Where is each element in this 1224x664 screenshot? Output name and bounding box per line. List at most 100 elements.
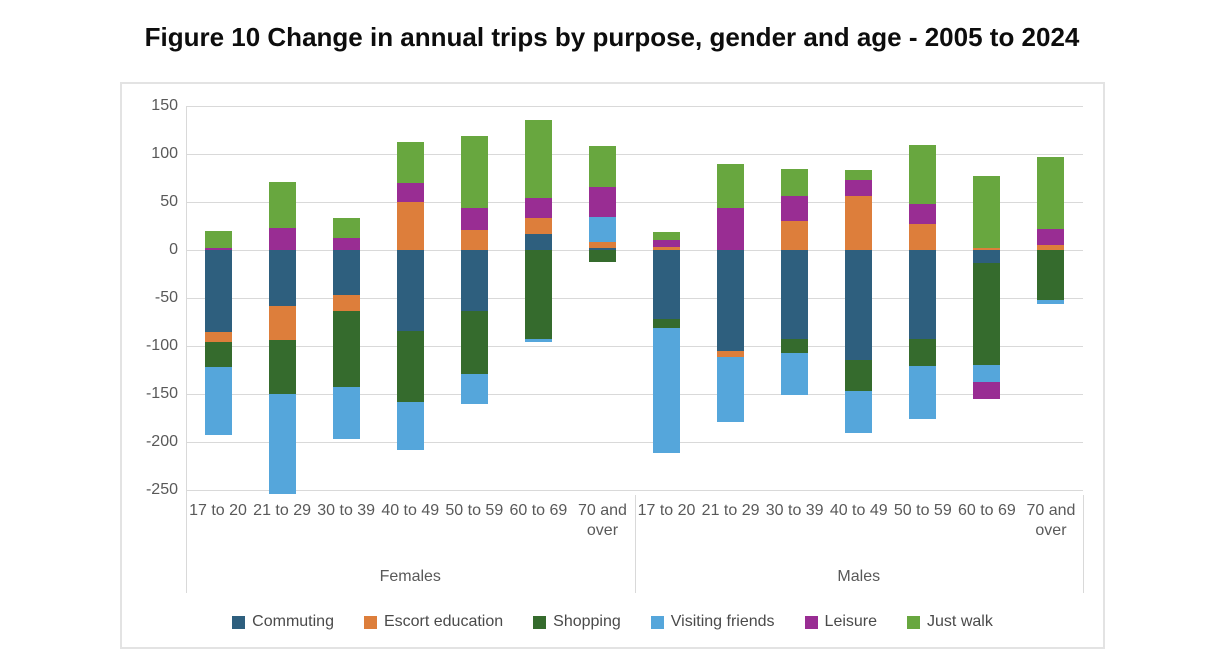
bar-segment: [204, 342, 232, 368]
chart-title: Figure 10 Change in annual trips by purp…: [144, 22, 1080, 52]
gridline: [186, 345, 1083, 347]
bar-segment: [717, 207, 745, 250]
bar-segment: [524, 218, 552, 234]
y-axis-tick-label: -150: [145, 385, 178, 402]
bar-segment: [204, 230, 232, 249]
gridline: [186, 393, 1083, 395]
category-label: 40 to 49: [381, 502, 440, 519]
category-label: 70 and over: [1026, 502, 1076, 539]
bar-segment: [268, 394, 296, 494]
y-axis-tick-label: 150: [151, 97, 178, 114]
legend-swatch-leisure: [804, 615, 818, 629]
bar-segment: [204, 331, 232, 343]
bar-segment: [973, 176, 1001, 249]
group-label: Males: [837, 568, 881, 585]
bar-segment: [1037, 250, 1065, 300]
group-separator: [1083, 495, 1084, 593]
y-axis-tick-label: 100: [151, 145, 178, 162]
bar-segment: [909, 203, 937, 225]
legend-item: Shopping: [533, 613, 621, 631]
legend-item: Commuting: [232, 613, 334, 631]
bar-segment: [396, 250, 424, 331]
category-label: 40 to 49: [829, 502, 888, 519]
bar-segment: [781, 196, 809, 222]
bar-segment: [396, 142, 424, 183]
bar-segment: [460, 311, 488, 374]
bar-segment: [781, 352, 809, 395]
bar-segment: [909, 339, 937, 367]
bar-segment: [204, 248, 232, 250]
gridline: [186, 105, 1083, 107]
bar-segment: [268, 250, 296, 306]
bar-segment: [909, 145, 937, 204]
bar-segment: [1037, 156, 1065, 229]
bar-segment: [845, 391, 873, 434]
bar-segment: [588, 186, 616, 218]
bar-segment: [332, 218, 360, 238]
legend-item: Escort education: [363, 613, 503, 631]
bar-segment: [717, 350, 745, 357]
bar-segment: [396, 401, 424, 450]
bar-segment: [588, 250, 616, 262]
bar-segment: [845, 170, 873, 180]
bar-segment: [653, 240, 681, 248]
bar-segment: [332, 387, 360, 440]
legend-label: Commuting: [252, 613, 334, 630]
legend-swatch-commuting: [232, 615, 246, 629]
bar-segment: [204, 250, 232, 332]
y-axis-line: [186, 106, 187, 593]
plot-area: 150 100 50 0 -50 -100 -150 -200 -250 17 to 20 21 t…: [122, 84, 1103, 647]
gridline: [186, 249, 1083, 251]
y-axis-tick-label: -200: [145, 433, 178, 450]
bar-segment: [973, 263, 1001, 366]
legend-label: Shopping: [553, 613, 621, 630]
bar-segment: [268, 181, 296, 228]
category-label: 50 to 59: [893, 502, 952, 519]
legend-item: Leisure: [804, 613, 877, 631]
gridline: [186, 201, 1083, 203]
bar-segment: [653, 231, 681, 241]
bar-segment: [524, 120, 552, 199]
bar-segment: [717, 250, 745, 351]
bar-segment: [973, 248, 1001, 250]
bar-segment: [396, 182, 424, 202]
bar-segment: [1037, 299, 1065, 304]
bar-segment: [653, 327, 681, 453]
bar-segment: [460, 250, 488, 312]
y-axis-tick-label: -50: [154, 289, 178, 306]
gridline: [186, 153, 1083, 155]
legend-swatch-visiting-friends: [650, 615, 664, 629]
bar-segment: [653, 319, 681, 328]
bar-segment: [717, 163, 745, 208]
bar-segment: [973, 382, 1001, 399]
bar-segment: [1037, 245, 1065, 250]
legend: Commuting Escort education Shopping Visitin…: [122, 613, 1103, 631]
bar-segment: [973, 250, 1001, 264]
bar-segment: [653, 247, 681, 250]
bar-segment: [909, 250, 937, 340]
bar-segment: [909, 224, 937, 250]
bar-segment: [332, 237, 360, 250]
bar-segment: [268, 340, 296, 394]
bar-segment: [524, 198, 552, 219]
bar-segment: [588, 217, 616, 243]
bar-segment: [845, 179, 873, 197]
category-label: 30 to 39: [765, 502, 824, 519]
gridline: [186, 297, 1083, 299]
bar-segment: [781, 221, 809, 250]
y-axis-tick-label: -100: [145, 337, 178, 354]
bar-segment: [588, 248, 616, 250]
bar-segment: [524, 339, 552, 343]
bar-segment: [973, 365, 1001, 383]
bar-segment: [524, 250, 552, 340]
bar-segment: [396, 330, 424, 402]
bar-segment: [1037, 228, 1065, 246]
category-label: 17 to 20: [189, 502, 247, 519]
category-label: 21 to 29: [253, 502, 311, 519]
legend-label: Just walk: [927, 613, 993, 630]
bar-segment: [909, 366, 937, 419]
bar-segment: [781, 250, 809, 340]
y-axis-tick-label: 0: [169, 241, 178, 258]
group-separator: [634, 495, 636, 593]
bar-segment: [524, 233, 552, 250]
